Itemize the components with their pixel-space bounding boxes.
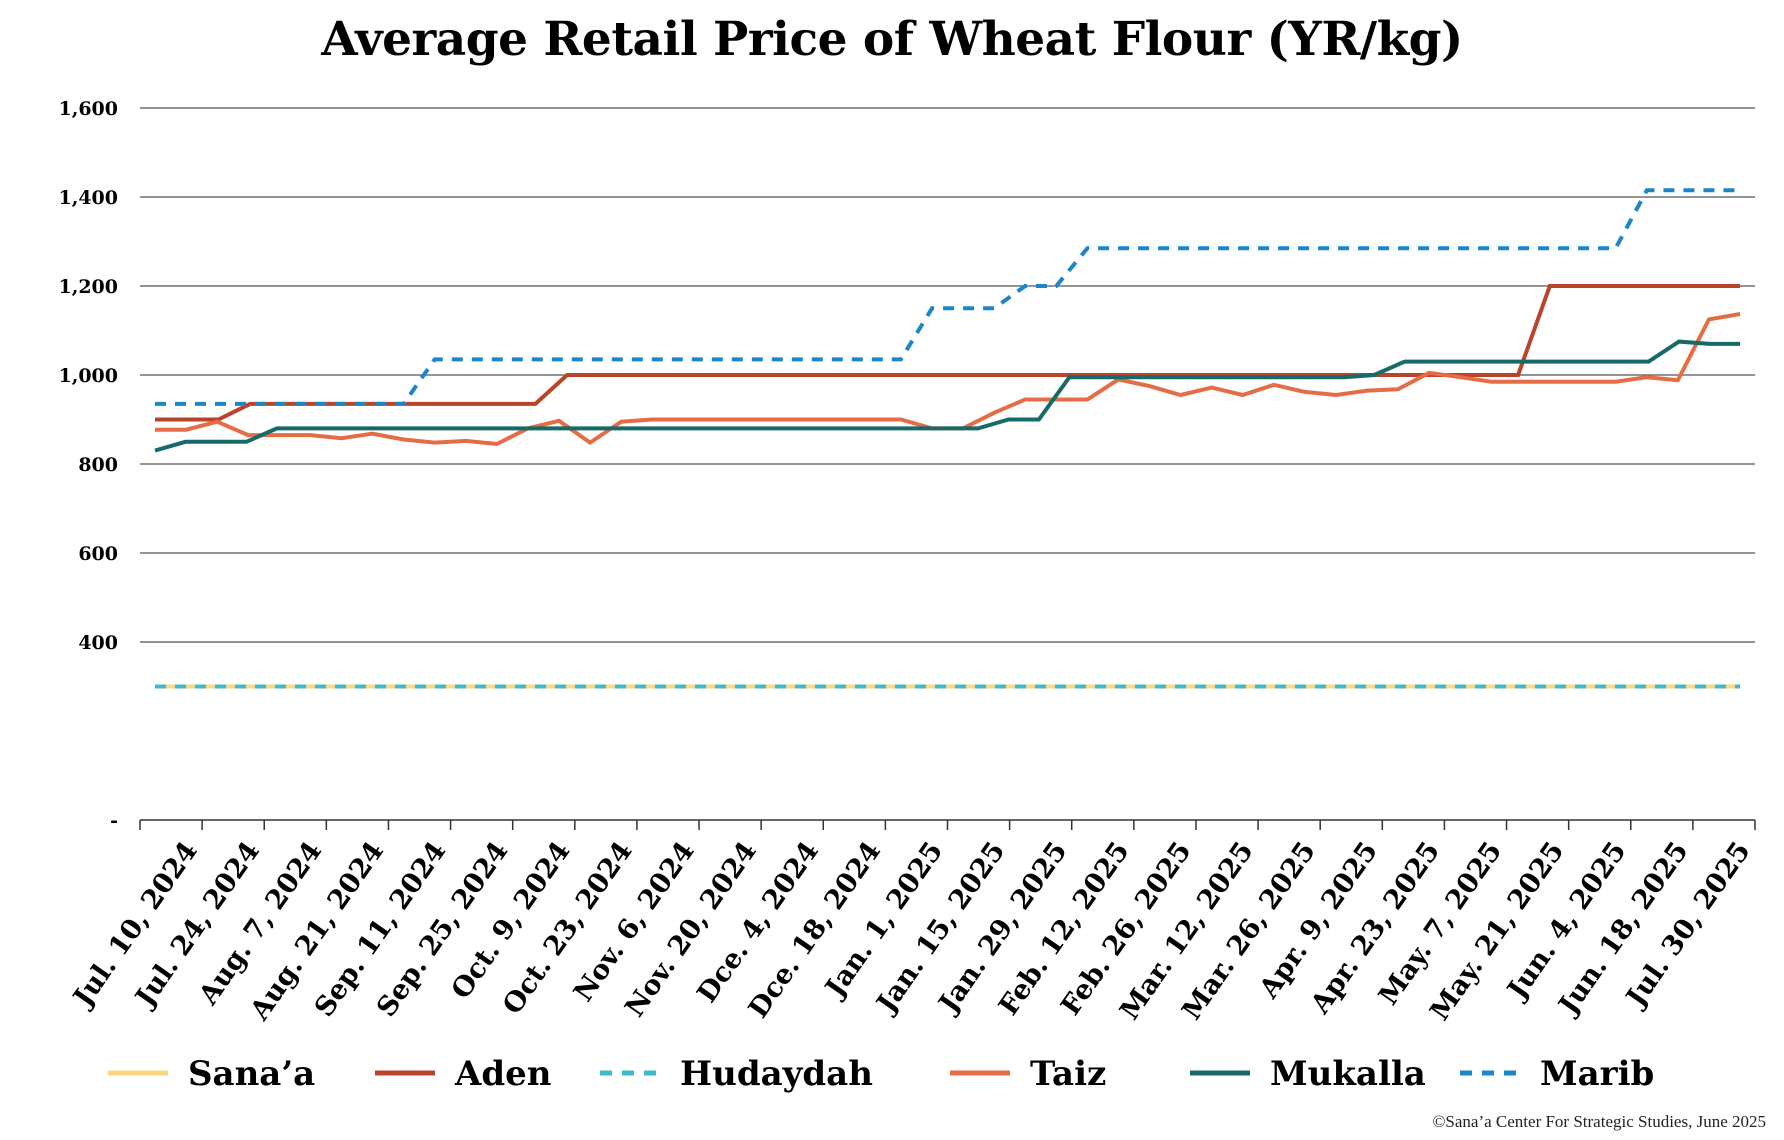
legend-label: Mukalla [1270, 1054, 1426, 1094]
y-tick-label: 1,200 [59, 276, 119, 298]
series-lines [154, 188, 1741, 689]
y-axis-ticks: - 400 600 800 1,000 1,200 1,400 1,600 [59, 98, 119, 832]
y-tick-label: 1,000 [59, 365, 119, 387]
y-tick-label: 600 [78, 543, 118, 565]
series-line-aden [155, 284, 1740, 422]
legend-label: Marib [1540, 1054, 1654, 1094]
y-tick-label: 400 [78, 632, 118, 654]
y-tick-label: 1,400 [59, 187, 119, 209]
series-line-marib [155, 188, 1740, 406]
y-tick-label: - [110, 810, 118, 832]
legend-label: Aden [454, 1054, 552, 1094]
series-line-mukalla [154, 339, 1740, 453]
legend-label: Hudaydah [680, 1054, 873, 1094]
source-credit: ©Sana’a Center For Strategic Studies, Ju… [1432, 1112, 1767, 1131]
legend-label: Taiz [1030, 1054, 1106, 1094]
chart-title: Average Retail Price of Wheat Flour (YR/… [321, 12, 1463, 67]
series-line-taiz [155, 312, 1741, 447]
legend-label: Sana’a [188, 1054, 315, 1094]
gridlines [140, 107, 1755, 643]
y-tick-label: 800 [78, 454, 118, 476]
legend: Sana’a Aden Hudaydah Taiz Mukalla Marib [108, 1054, 1654, 1094]
y-tick-label: 1,600 [59, 98, 119, 120]
